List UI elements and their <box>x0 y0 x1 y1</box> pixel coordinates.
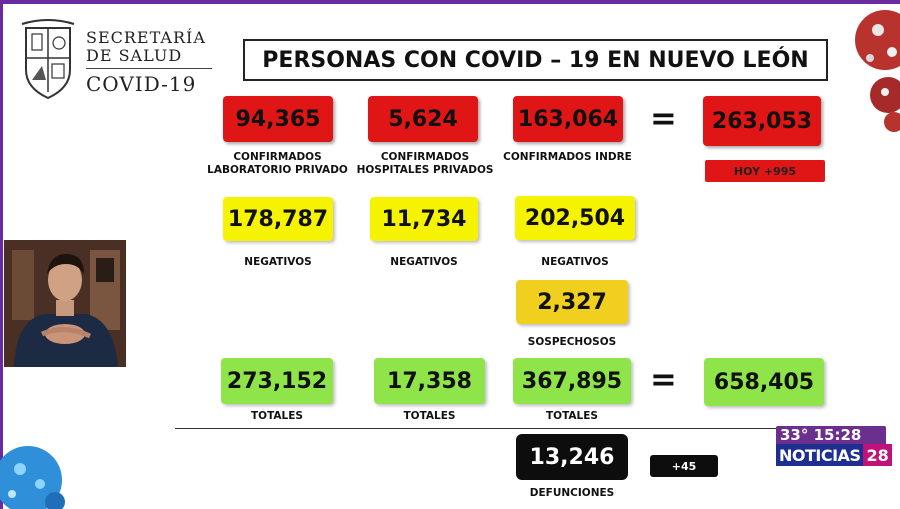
suspects-value: 2,327 <box>516 280 628 324</box>
org-name-line2: DE SALUD <box>86 46 183 65</box>
grand-total-value: 658,405 <box>704 358 824 406</box>
negatives-hosp-privados-label: NEGATIVOS <box>390 256 458 268</box>
totals-lab-privado-label: TOTALES <box>251 410 303 422</box>
confirmed-hosp-privados-value: 5,624 <box>368 96 478 142</box>
virus-decoration-icon <box>855 10 900 132</box>
logo-divider <box>86 68 212 69</box>
page-title: PERSONAS CON COVID – 19 EN NUEVO LEÓN <box>243 39 828 81</box>
totals-hosp-privados-value: 17,358 <box>374 358 485 404</box>
totals-indre-label: TOTALES <box>546 410 598 422</box>
org-name-line1: SECRETARÍA <box>86 28 206 47</box>
negatives-lab-privado-value: 178,787 <box>223 197 333 241</box>
deaths-value: 13,246 <box>516 434 628 480</box>
totals-hosp-privados-label: TOTALES <box>403 410 456 422</box>
confirmed-indre-label: CONFIRMADOS INDRE <box>503 151 632 163</box>
negatives-hosp-privados-value: 11,734 <box>370 197 478 241</box>
today-increase-badge: HOY +995 <box>705 160 825 182</box>
deaths-today-badge: +45 <box>650 455 718 477</box>
suspects-label: SOSPECHOSOS <box>527 336 617 348</box>
confirmed-indre-value: 163,064 <box>513 96 623 142</box>
org-name-line3: COVID-19 <box>86 72 197 96</box>
confirmed-total-value: 263,053 <box>703 96 821 146</box>
confirmed-lab-privado-value: 94,365 <box>223 96 333 142</box>
totals-lab-privado-value: 273,152 <box>221 358 333 404</box>
sign-language-interpreter-video <box>4 240 126 367</box>
virus-decoration-icon <box>0 446 65 509</box>
frame-left-border <box>0 0 3 509</box>
nuevo-leon-crest-icon <box>21 19 75 100</box>
section-divider <box>175 428 835 429</box>
equals-sign: = <box>650 99 677 137</box>
negatives-lab-privado-label: NEGATIVOS <box>244 256 312 268</box>
secretaria-logo: SECRETARÍA DE SALUD COVID-19 <box>14 18 214 106</box>
equals-sign: = <box>650 360 677 398</box>
channel-number: 28 <box>863 444 892 466</box>
interpreter-figure-icon <box>4 240 126 367</box>
deaths-label: DEFUNCIONES <box>529 487 615 499</box>
frame-top-border <box>0 0 900 4</box>
confirmed-hosp-privados-label: CONFIRMADOS HOSPITALES PRIVADOS <box>356 151 494 176</box>
tv-channel-overlay: 33° 15:28 NOTICIAS 28 <box>776 426 892 470</box>
totals-indre-value: 367,895 <box>513 358 631 404</box>
channel-branding: NOTICIAS 28 <box>776 444 892 466</box>
confirmed-lab-privado-label: CONFIRMADOS LABORATORIO PRIVADO <box>207 151 348 176</box>
channel-brand-name: NOTICIAS <box>776 444 864 466</box>
weather-time-readout: 33° 15:28 <box>776 426 886 444</box>
negatives-indre-value: 202,504 <box>515 196 635 240</box>
negatives-indre-label: NEGATIVOS <box>541 256 609 268</box>
